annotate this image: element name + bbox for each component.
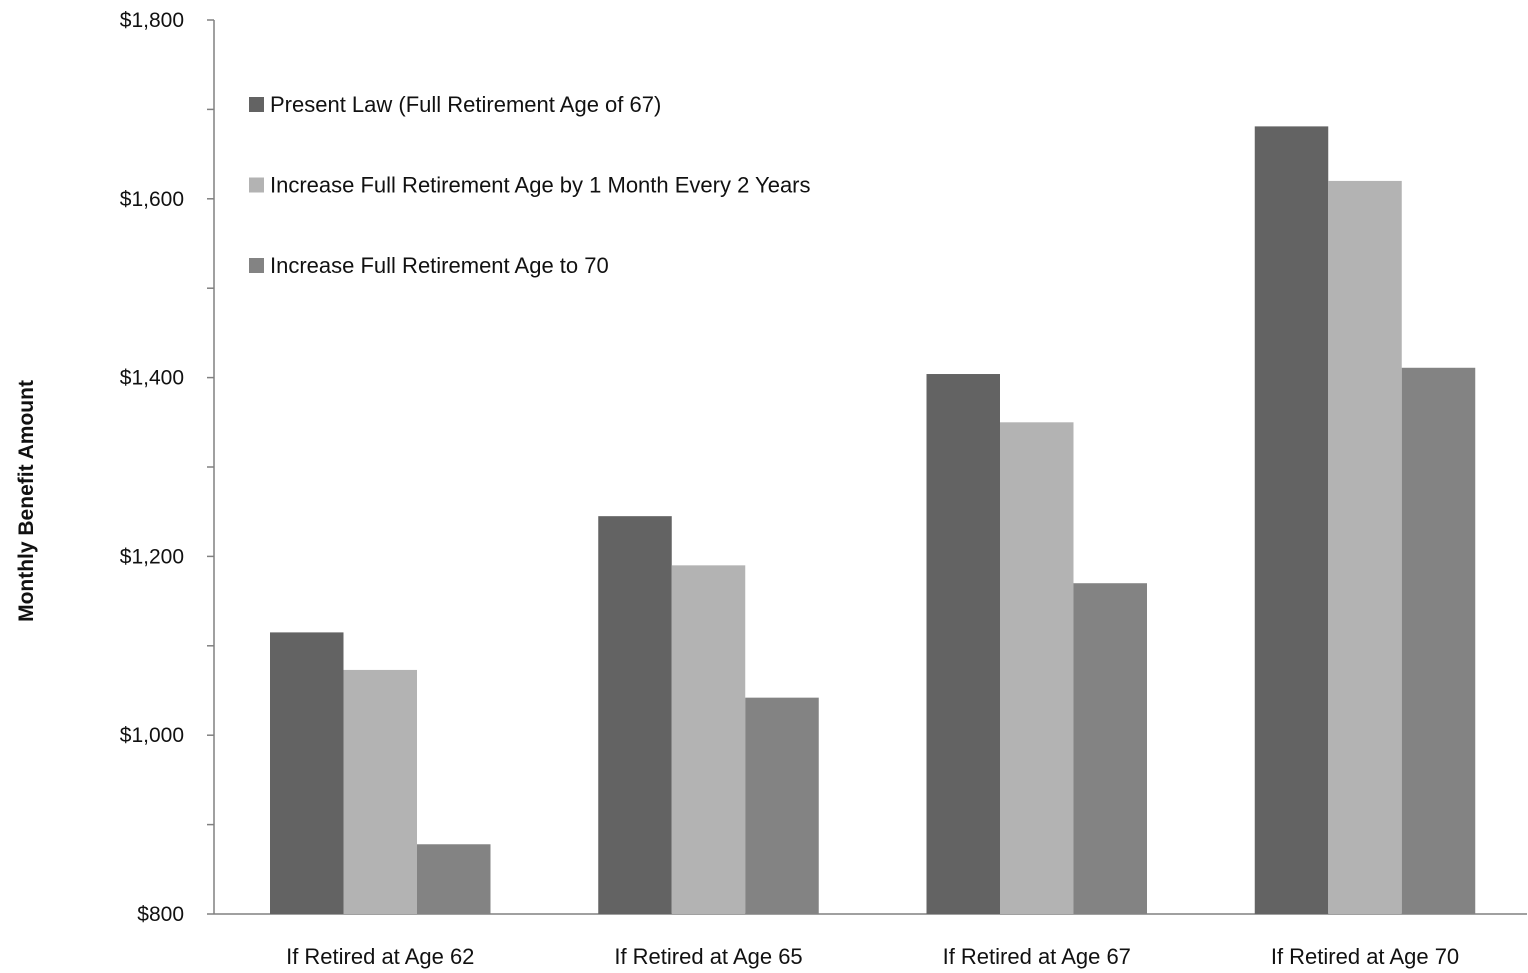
y-tick-label: $1,200: [120, 545, 184, 568]
bar-3-2: [745, 697, 819, 914]
x-category-label: If Retired at Age 62: [286, 944, 474, 969]
legend: Present Law (Full Retirement Age of 67) I…: [249, 92, 811, 278]
x-category-label: If Retired at Age 67: [943, 944, 1131, 969]
y-axis-title: Monthly Benefit Amount: [15, 380, 38, 622]
bar-3-1: [417, 844, 491, 914]
bar-3-3: [1073, 583, 1147, 914]
bar-1-3: [926, 374, 1000, 914]
legend-label: Increase Full Retirement Age to 70: [270, 253, 609, 278]
x-category-label: If Retired at Age 70: [1271, 944, 1459, 969]
y-tick-label: $800: [137, 903, 184, 926]
category-labels: If Retired at Age 62 If Retired at Age 65…: [286, 944, 1459, 969]
legend-swatch: [249, 258, 264, 273]
y-tick-label: $1,600: [120, 188, 184, 211]
y-tick-label: $1,400: [120, 367, 184, 390]
legend-label: Present Law (Full Retirement Age of 67): [270, 92, 661, 117]
bar-1-1: [270, 632, 344, 914]
bar-2-1: [343, 669, 417, 914]
bar-2-3: [1000, 422, 1074, 914]
bar-2-4: [1328, 180, 1402, 915]
x-category-label: If Retired at Age 65: [614, 944, 802, 969]
bar-2-2: [671, 565, 746, 914]
bar-3-4: [1401, 367, 1476, 914]
legend-swatch: [249, 97, 264, 112]
y-tick-label: $1,800: [120, 9, 184, 32]
bar-1-4: [1254, 126, 1329, 915]
bars-group: [270, 126, 1476, 915]
bar-1-2: [598, 516, 672, 914]
legend-label: Increase Full Retirement Age by 1 Month …: [270, 173, 811, 198]
y-tick-labels: $800 $1,000 $1,200 $1,400 $1,600 $1,800: [120, 9, 184, 926]
y-tick-label: $1,000: [120, 724, 184, 747]
legend-swatch: [249, 177, 264, 193]
